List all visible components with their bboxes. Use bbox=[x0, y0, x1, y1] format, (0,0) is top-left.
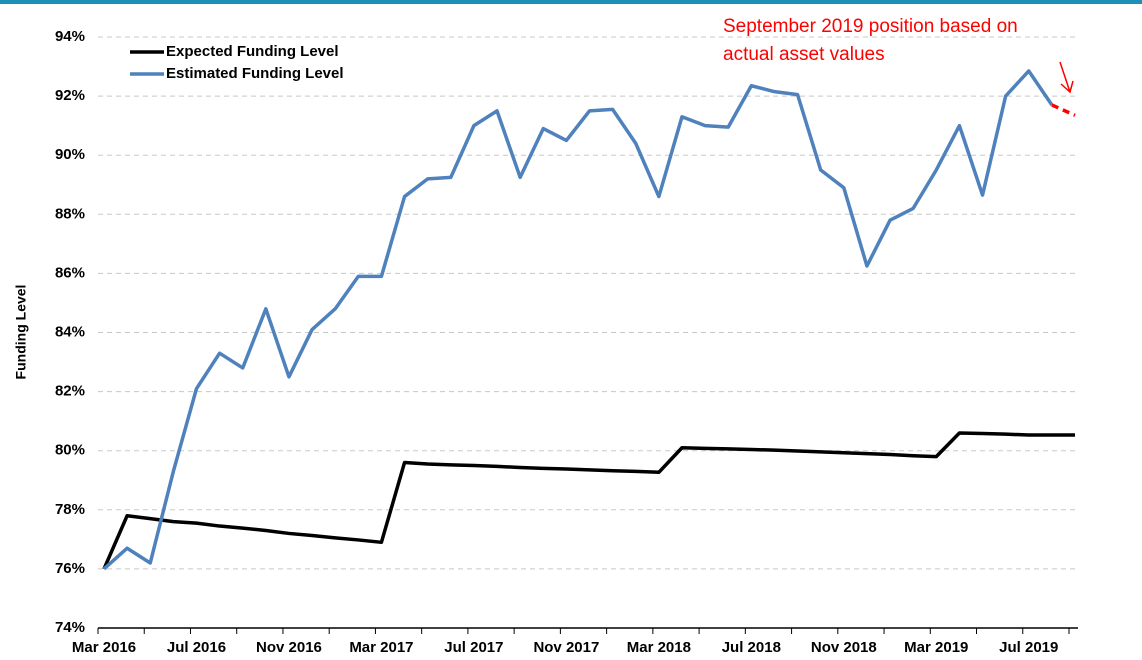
y-tick-label: 74% bbox=[55, 619, 85, 636]
x-tick-label: Jul 2016 bbox=[167, 639, 226, 656]
y-tick-label: 90% bbox=[55, 146, 85, 163]
legend-label: Expected Funding Level bbox=[166, 43, 339, 60]
annotation-arrow bbox=[1059, 61, 1074, 94]
y-tick-label: 82% bbox=[55, 383, 85, 400]
y-tick-label: 84% bbox=[55, 323, 85, 340]
y-tick-label: 76% bbox=[55, 560, 85, 577]
x-tick-label: Mar 2018 bbox=[627, 639, 691, 656]
x-tick-label: Mar 2017 bbox=[349, 639, 413, 656]
series-line bbox=[102, 431, 1075, 570]
y-tick-label: 78% bbox=[55, 501, 85, 518]
y-axis-label: Funding Level bbox=[13, 285, 29, 380]
x-tick-label: Jul 2018 bbox=[722, 639, 781, 656]
annotation: September 2019 position based on bbox=[723, 16, 1018, 37]
x-tick-label: Nov 2016 bbox=[256, 639, 322, 656]
x-tick-label: Jul 2019 bbox=[999, 639, 1058, 656]
x-tick-label: Jul 2017 bbox=[444, 639, 503, 656]
legend-label: Estimated Funding Level bbox=[166, 65, 344, 82]
annotation: actual asset values bbox=[723, 44, 885, 65]
series-line bbox=[1051, 103, 1076, 117]
x-tick-label: Nov 2017 bbox=[533, 639, 599, 656]
series-line bbox=[102, 69, 1054, 571]
y-tick-label: 80% bbox=[55, 442, 85, 459]
y-tick-label: 92% bbox=[55, 87, 85, 104]
y-tick-label: 94% bbox=[55, 28, 85, 45]
top-bar bbox=[0, 0, 1142, 4]
y-tick-label: 88% bbox=[55, 205, 85, 222]
x-tick-label: Nov 2018 bbox=[811, 639, 877, 656]
x-tick-label: Mar 2016 bbox=[72, 639, 136, 656]
x-tick-label: Mar 2019 bbox=[904, 639, 968, 656]
y-tick-label: 86% bbox=[55, 264, 85, 281]
